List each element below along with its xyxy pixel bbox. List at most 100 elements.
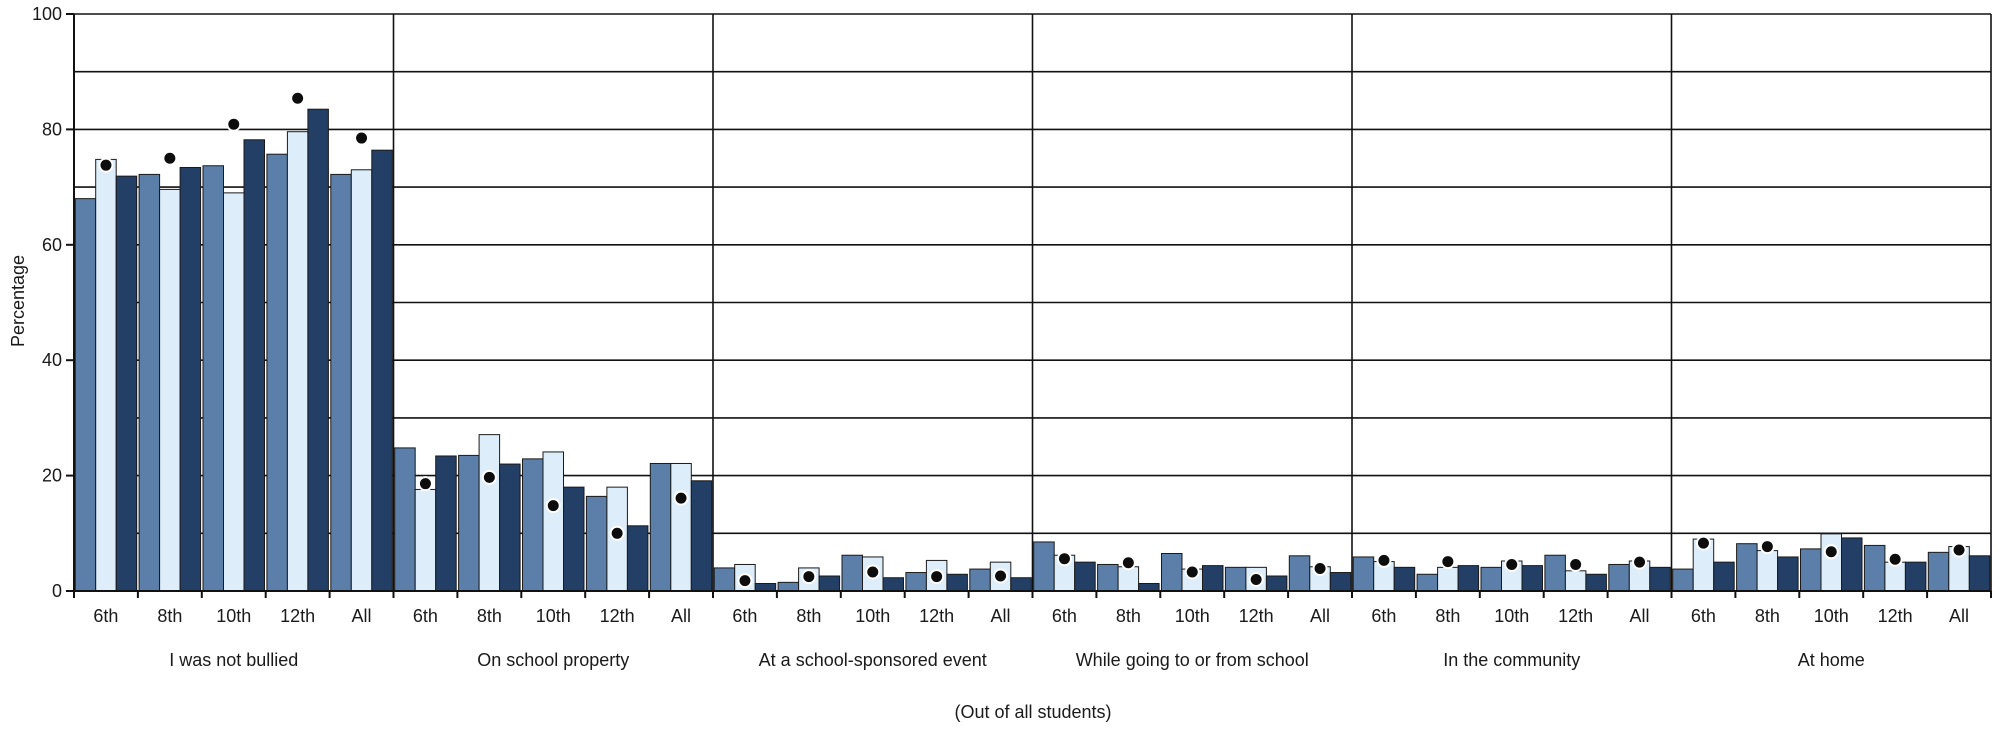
bar — [969, 568, 991, 592]
marker-point — [98, 157, 114, 173]
bar — [478, 434, 501, 592]
x-tick-label: 10th — [536, 606, 571, 626]
bar — [1564, 570, 1587, 592]
y-axis-title: Percentage — [8, 255, 28, 347]
bar — [1416, 573, 1439, 592]
bar — [1841, 537, 1863, 592]
bar — [1800, 548, 1822, 592]
marker-point — [1120, 555, 1136, 571]
bar — [713, 567, 736, 592]
x-tick-label: 12th — [1558, 606, 1593, 626]
marker-point — [1504, 556, 1520, 572]
y-tick-label: 100 — [32, 4, 62, 24]
bar — [1649, 566, 1671, 592]
bar — [626, 525, 649, 592]
marker-point — [1184, 564, 1200, 580]
x-tick-label: 8th — [477, 606, 502, 626]
bar — [223, 192, 245, 592]
marker-point — [162, 150, 178, 166]
group-label: On school property — [477, 650, 629, 670]
bar — [1117, 566, 1140, 592]
x-tick-label: 6th — [1371, 606, 1396, 626]
marker-point — [1632, 554, 1648, 570]
bar — [458, 454, 480, 592]
marker-point — [1759, 539, 1775, 555]
bar — [946, 573, 968, 592]
bar — [1138, 582, 1160, 592]
bar — [286, 131, 309, 592]
marker-point — [481, 469, 497, 485]
bar — [1457, 565, 1480, 592]
x-tick-label: 10th — [855, 606, 890, 626]
bar — [670, 462, 692, 592]
y-tick-label: 20 — [42, 466, 62, 486]
x-axis-title: (Out of all students) — [954, 702, 1111, 722]
bars — [74, 108, 1991, 592]
marker-point — [1695, 535, 1711, 551]
x-tick-label: 8th — [796, 606, 821, 626]
x-tick-label: All — [671, 606, 691, 626]
x-tick-label: All — [1949, 606, 1969, 626]
marker-point — [1440, 554, 1456, 570]
marker-point — [737, 573, 753, 589]
marker-point — [1823, 544, 1839, 560]
x-tick-label: All — [1630, 606, 1650, 626]
bar — [1927, 551, 1950, 592]
x-tick-label: 12th — [1878, 606, 1913, 626]
marker-point — [1887, 551, 1903, 567]
marker-point — [1056, 551, 1072, 567]
x-tick-label: 8th — [1755, 606, 1780, 626]
marker-point — [417, 476, 433, 492]
bar — [1097, 563, 1119, 592]
group-label: At home — [1798, 650, 1865, 670]
bar — [1521, 565, 1543, 592]
marker-point — [865, 564, 881, 580]
markers — [98, 90, 1967, 589]
bar — [1329, 572, 1352, 592]
bar — [1672, 568, 1694, 592]
x-tick-label: All — [352, 606, 372, 626]
x-tick-label: 10th — [1175, 606, 1210, 626]
marker-point — [545, 498, 561, 514]
bar — [542, 451, 564, 592]
x-tick-label: 6th — [413, 606, 438, 626]
bar — [563, 486, 585, 592]
x-tick-label: 6th — [732, 606, 757, 626]
bar — [777, 581, 800, 592]
group-label: In the community — [1443, 650, 1580, 670]
x-tick-label: 12th — [919, 606, 954, 626]
bar — [1161, 552, 1183, 592]
bar — [882, 577, 904, 592]
marker-point — [1568, 556, 1584, 572]
y-tick-label: 40 — [42, 350, 62, 370]
bar — [1074, 561, 1096, 592]
bar — [1224, 566, 1247, 592]
bar — [1393, 566, 1416, 592]
x-tick-label: 10th — [1814, 606, 1849, 626]
bar — [1968, 555, 1991, 592]
axes — [66, 13, 1992, 598]
bar — [1544, 554, 1566, 592]
x-tick-label: All — [1310, 606, 1330, 626]
y-tick-label: 80 — [42, 119, 62, 139]
bar — [754, 582, 777, 592]
bar — [115, 175, 138, 592]
x-tick-label: 12th — [1239, 606, 1274, 626]
bar — [585, 495, 608, 592]
marker-point — [226, 116, 242, 132]
bar — [307, 108, 329, 592]
bar — [690, 480, 713, 592]
marker-point — [993, 568, 1009, 584]
marker-point — [1376, 552, 1392, 568]
bar — [499, 463, 521, 592]
group-label: At a school-sponsored event — [759, 650, 987, 670]
marker-point — [290, 90, 306, 106]
x-tick-label: 12th — [280, 606, 315, 626]
x-tick-label: 8th — [157, 606, 182, 626]
bar — [202, 165, 224, 592]
bar — [1608, 563, 1630, 592]
marker-point — [609, 525, 625, 541]
bar — [414, 488, 437, 592]
bar — [841, 554, 863, 592]
